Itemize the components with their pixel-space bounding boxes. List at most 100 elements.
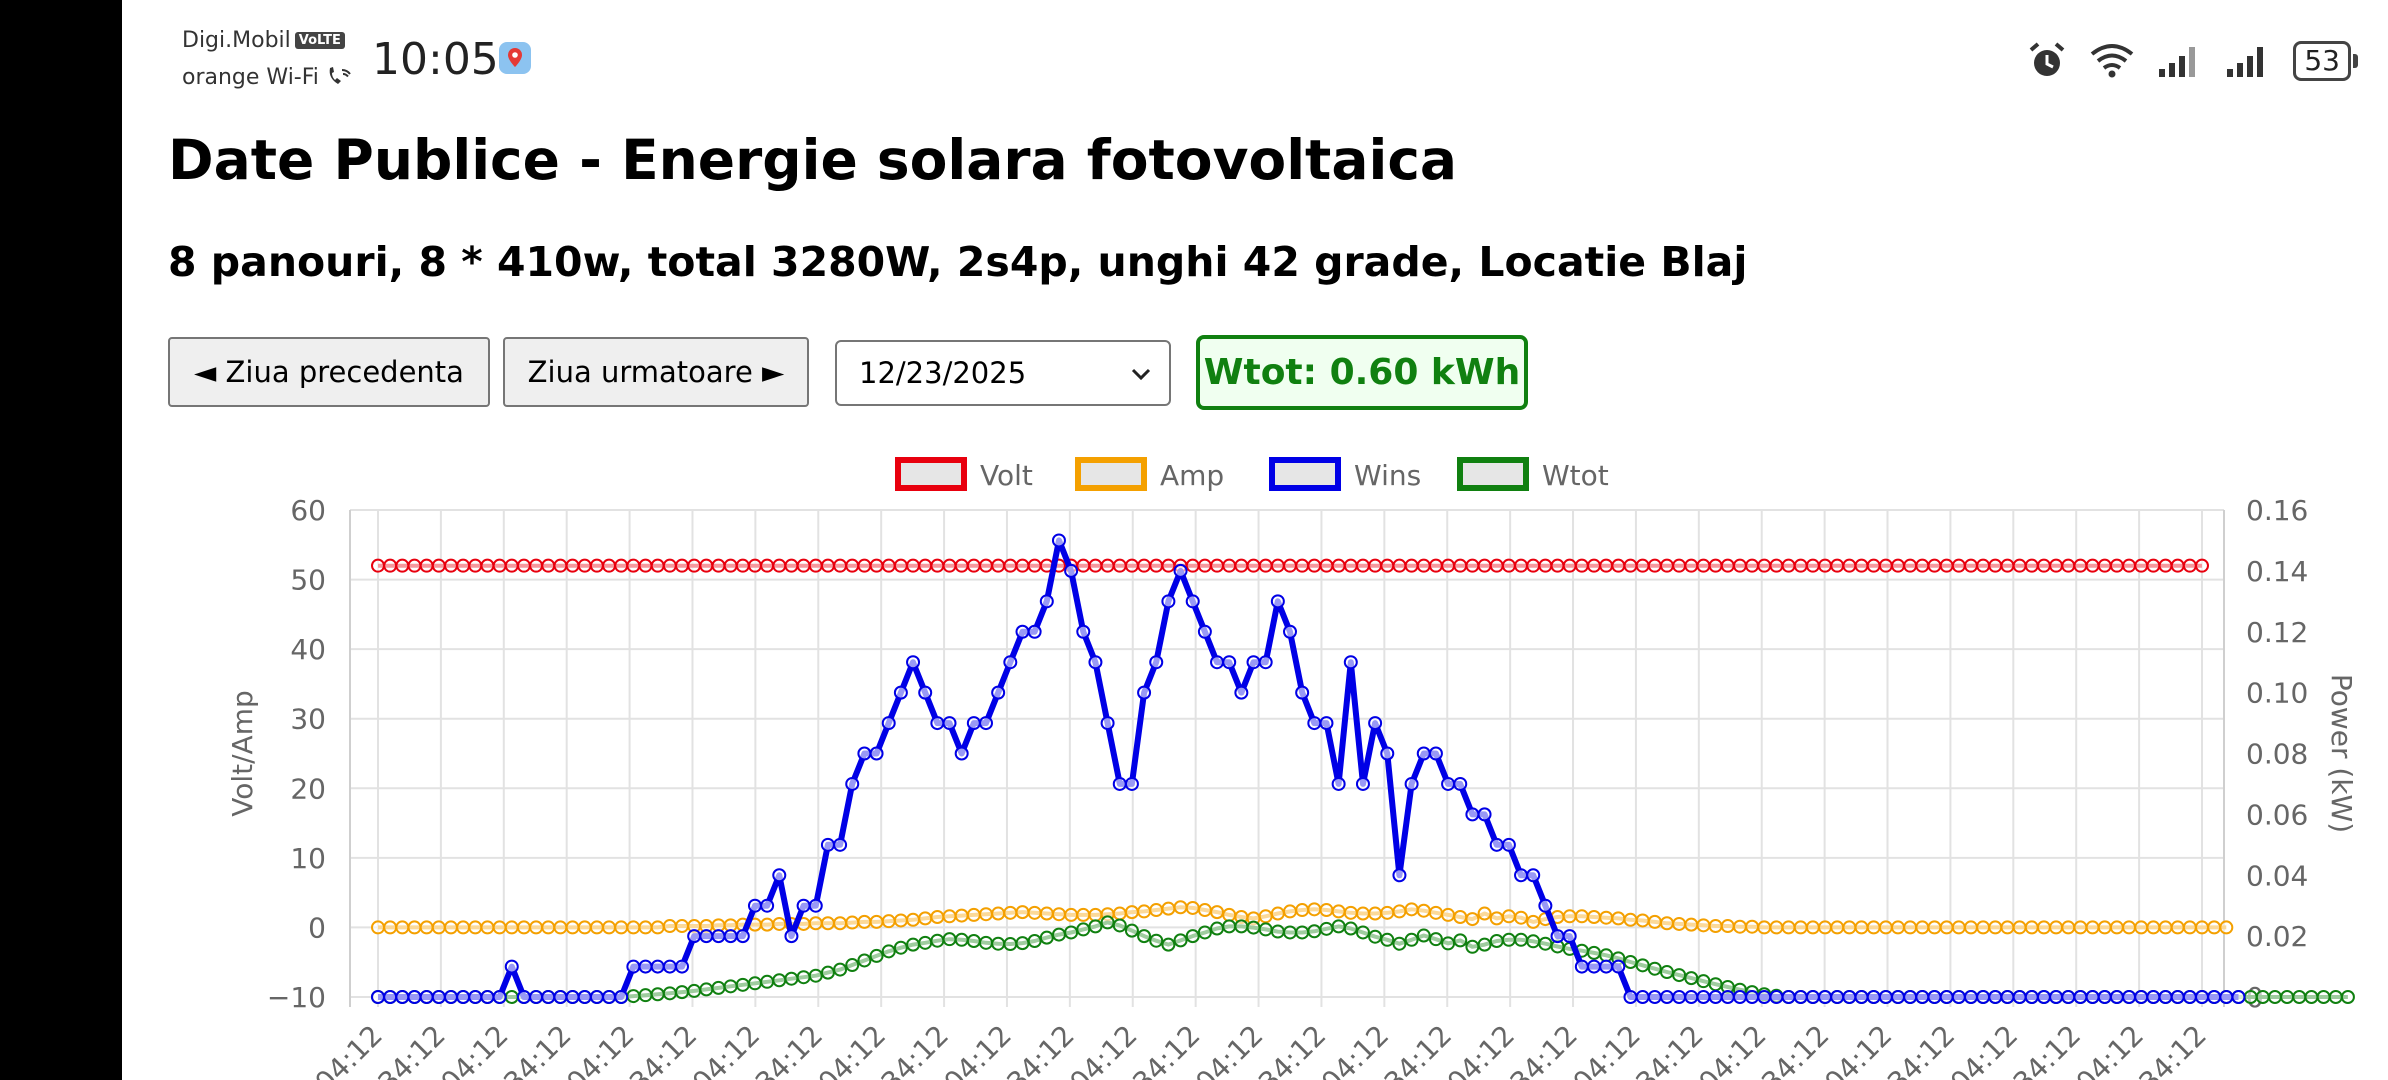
data-point-amp xyxy=(2122,920,2137,935)
data-point-amp xyxy=(650,920,665,935)
data-point-volt xyxy=(1708,558,1723,573)
data-point-amp xyxy=(1574,909,1589,924)
data-point-wins xyxy=(1112,776,1127,791)
data-point-amp xyxy=(638,920,653,935)
data-point-volt xyxy=(833,558,848,573)
data-point-volt xyxy=(1088,558,1103,573)
maps-app-icon xyxy=(499,42,531,74)
data-point-volt xyxy=(395,558,410,573)
left-axis-tick-label: 40 xyxy=(290,633,326,666)
data-point-volt xyxy=(1599,558,1614,573)
data-point-volt xyxy=(431,558,446,573)
data-point-volt xyxy=(1501,558,1516,573)
data-point-amp xyxy=(1659,916,1674,931)
data-point-volt xyxy=(1258,558,1273,573)
data-point-volt xyxy=(869,558,884,573)
data-point-volt xyxy=(747,558,762,573)
data-point-amp xyxy=(2158,920,2173,935)
data-point-volt xyxy=(1903,558,1918,573)
data-point-amp xyxy=(1891,920,1905,935)
data-point-wins xyxy=(1611,959,1626,974)
left-black-bar xyxy=(0,0,122,1080)
data-point-amp xyxy=(1477,906,1492,921)
data-point-wins xyxy=(662,959,677,974)
data-point-wins xyxy=(918,685,933,700)
data-point-amp xyxy=(431,920,446,935)
data-point-wins xyxy=(1927,990,1942,1004)
data-point-volt xyxy=(1963,558,1978,573)
right-axis-tick-label: 0.10 xyxy=(2246,677,2308,710)
data-point-volt xyxy=(1891,558,1905,573)
date-select[interactable]: 12/23/2025 xyxy=(835,340,1171,406)
data-point-wins xyxy=(626,959,641,974)
battery-tip xyxy=(2353,54,2358,68)
data-point-volt xyxy=(1380,558,1395,573)
data-point-wtot xyxy=(881,944,896,959)
data-point-amp xyxy=(1368,906,1383,921)
data-point-wins xyxy=(1246,655,1261,670)
data-point-volt xyxy=(1307,558,1322,573)
data-point-amp xyxy=(1380,905,1395,920)
data-point-amp xyxy=(407,920,422,935)
data-point-amp xyxy=(942,909,957,924)
data-point-volt xyxy=(1185,558,1200,573)
data-point-wins xyxy=(1976,990,1991,1004)
data-point-wtot xyxy=(1185,929,1200,944)
data-point-amp xyxy=(1319,903,1334,918)
data-point-wins xyxy=(2134,990,2149,1004)
data-point-volt xyxy=(1355,558,1370,573)
data-point-amp xyxy=(833,916,848,931)
data-point-wtot xyxy=(504,990,519,1004)
data-point-wins xyxy=(820,837,835,852)
data-point-amp xyxy=(2000,920,2015,935)
data-point-amp xyxy=(1696,918,1711,933)
data-point-amp xyxy=(1672,916,1687,931)
data-point-wins xyxy=(468,990,483,1004)
data-point-wtot xyxy=(1331,919,1346,934)
data-point-wins xyxy=(1064,563,1079,578)
data-point-amp xyxy=(1185,900,1200,915)
data-point-wtot xyxy=(675,985,689,1000)
data-point-volt xyxy=(893,558,908,573)
x-axis-tick-label: 34:12 xyxy=(2133,1019,2213,1080)
data-point-amp xyxy=(2061,920,2076,935)
data-point-wtot xyxy=(942,932,957,947)
data-point-volt xyxy=(2195,558,2209,573)
data-point-amp xyxy=(1745,919,1760,934)
data-point-wins xyxy=(2000,990,2015,1004)
data-point-wins xyxy=(1903,990,1918,1004)
data-point-wins xyxy=(589,990,604,1004)
data-point-wins xyxy=(1963,990,1978,1004)
data-point-wins xyxy=(2122,990,2137,1004)
data-point-wins xyxy=(1453,776,1468,791)
data-point-wins xyxy=(1745,990,1760,1004)
data-point-wtot xyxy=(1708,977,1723,992)
data-point-wtot xyxy=(1696,974,1711,989)
data-point-wtot xyxy=(2280,990,2295,1004)
data-point-wins xyxy=(553,990,568,1004)
signal-icon xyxy=(2159,47,2196,77)
next-day-button[interactable]: Ziua urmatoare ► xyxy=(503,337,809,407)
data-point-volt xyxy=(1441,558,1456,573)
data-point-amp xyxy=(1015,905,1030,920)
data-point-amp xyxy=(1137,904,1152,919)
previous-day-button[interactable]: ◄ Ziua precedenta xyxy=(168,337,490,407)
data-point-volt xyxy=(2073,558,2088,573)
data-point-wtot xyxy=(2292,990,2307,1004)
left-axis-tick-label: 10 xyxy=(290,842,326,875)
data-point-wins xyxy=(699,929,714,944)
data-point-amp xyxy=(2085,920,2100,935)
data-point-volt xyxy=(2182,558,2197,573)
data-point-volt xyxy=(735,558,750,573)
data-point-volt xyxy=(383,558,398,573)
data-point-wins xyxy=(1599,959,1614,974)
data-point-volt xyxy=(1392,558,1407,573)
data-point-volt xyxy=(602,558,617,573)
data-point-wins xyxy=(1477,807,1492,822)
data-point-amp xyxy=(1720,919,1735,934)
data-point-wtot xyxy=(1538,936,1553,951)
data-point-amp xyxy=(1708,919,1723,934)
data-point-wtot xyxy=(662,986,677,1001)
wtot-total-badge: Wtot: 0.60 kWh xyxy=(1196,335,1528,410)
data-point-wins xyxy=(1197,624,1212,639)
